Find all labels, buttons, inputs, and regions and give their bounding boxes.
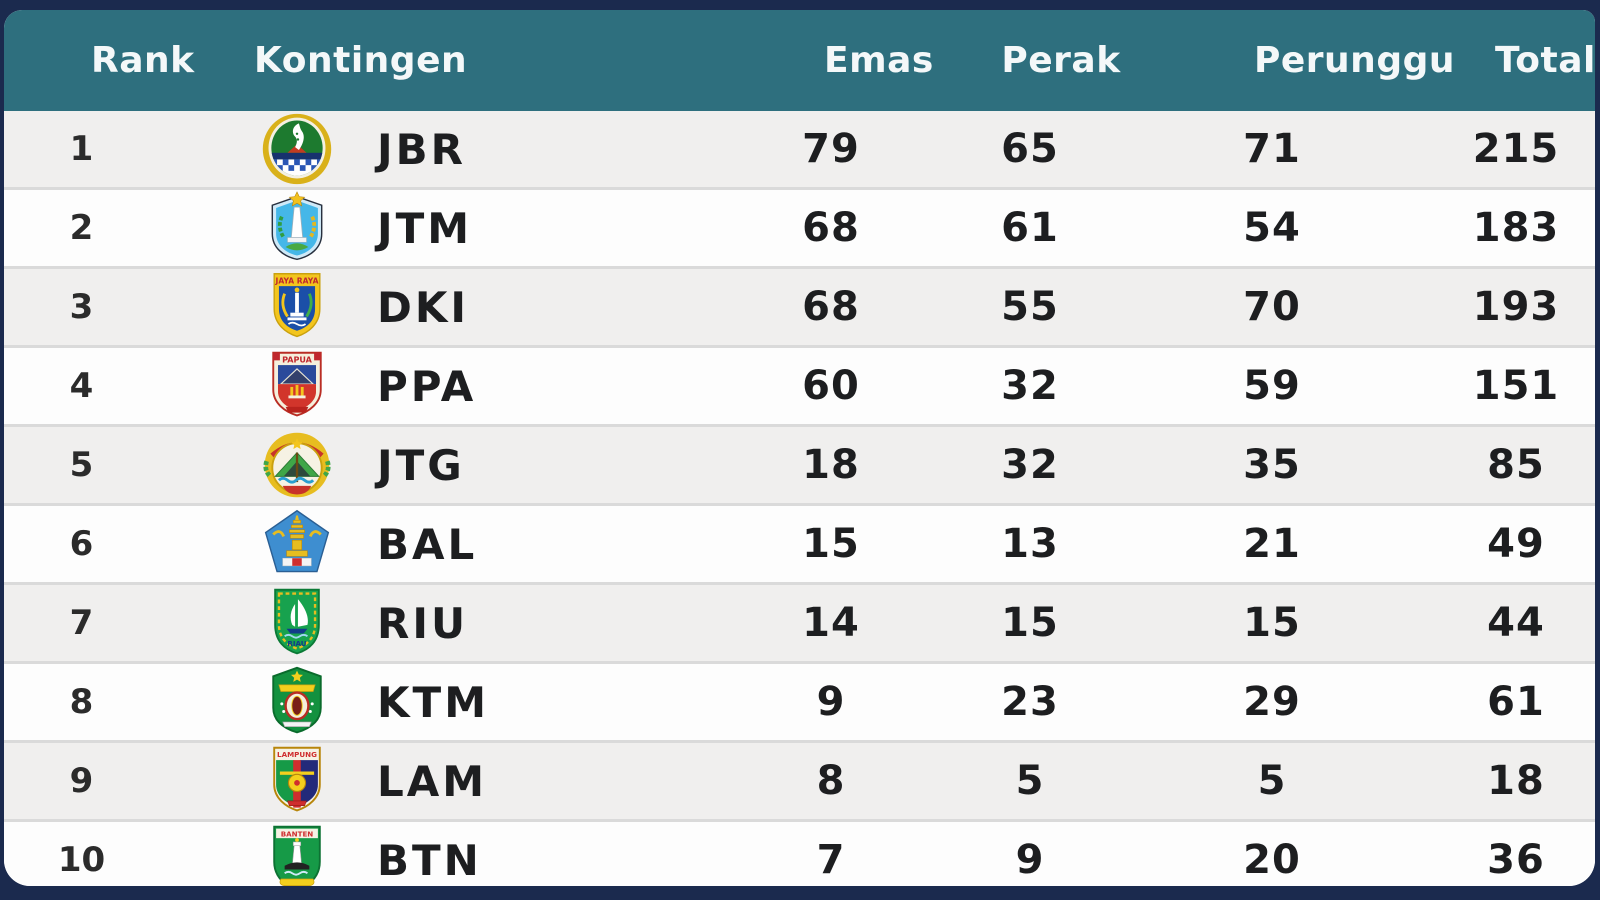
kontingen-code: LAM bbox=[377, 756, 488, 806]
total-value: 61 bbox=[1487, 679, 1545, 725]
total-value: 49 bbox=[1487, 521, 1545, 567]
emas-value: 7 bbox=[816, 837, 846, 883]
rank-value: 2 bbox=[69, 208, 94, 248]
perak-value: 61 bbox=[1001, 205, 1059, 251]
bali-emblem-icon bbox=[259, 506, 335, 582]
emas-value: 68 bbox=[802, 284, 860, 330]
logo-banner-text: PAPUA bbox=[282, 355, 313, 364]
total-value: 183 bbox=[1472, 205, 1560, 251]
logo-banner-text: RIAU bbox=[287, 639, 306, 648]
table-body: 1 bbox=[4, 111, 1595, 886]
perunggu-value: 5 bbox=[1257, 758, 1287, 804]
rank-value: 3 bbox=[69, 287, 94, 327]
perak-value: 32 bbox=[1001, 363, 1059, 409]
kontingen-code: KTM bbox=[377, 677, 489, 727]
column-header-perak: Perak bbox=[1001, 40, 1121, 81]
perak-value: 15 bbox=[1001, 600, 1059, 646]
perunggu-value: 15 bbox=[1243, 600, 1301, 646]
kontingen-code: RIU bbox=[377, 598, 469, 648]
kontingen-code: JTG bbox=[377, 440, 465, 490]
perak-value: 23 bbox=[1001, 679, 1059, 725]
emas-value: 18 bbox=[802, 442, 860, 488]
kontingen-code: PPA bbox=[377, 361, 477, 411]
logo-banner-text: BANTEN bbox=[281, 829, 314, 838]
logo-banner-text: LAMPUNG bbox=[277, 750, 317, 759]
perunggu-value: 29 bbox=[1243, 679, 1301, 725]
logo-banner-text: JAYA RAYA bbox=[275, 276, 319, 285]
perak-value: 13 bbox=[1001, 521, 1059, 567]
riau-emblem-icon: RIAU bbox=[259, 585, 335, 661]
table-row: 4 PAPUA bbox=[4, 345, 1595, 424]
total-value: 36 bbox=[1487, 837, 1545, 883]
rank-value: 5 bbox=[69, 445, 94, 485]
kontingen-code: BAL bbox=[377, 519, 478, 569]
rank-value: 1 bbox=[69, 129, 94, 169]
kontingen-code: JBR bbox=[377, 124, 466, 174]
medal-standings-table: Rank Kontingen Emas Perak Perunggu Total… bbox=[4, 10, 1595, 886]
total-value: 44 bbox=[1487, 600, 1545, 646]
table-row: 1 bbox=[4, 111, 1595, 187]
column-header-kontingen: Kontingen bbox=[254, 40, 468, 81]
perunggu-value: 70 bbox=[1243, 284, 1301, 330]
column-header-rank: Rank bbox=[91, 40, 195, 81]
rank-value: 4 bbox=[69, 366, 94, 406]
perunggu-value: 54 bbox=[1243, 205, 1301, 251]
dki-jakarta-emblem-icon: JAYA RAYA bbox=[259, 269, 335, 345]
table-row: 8 KTM bbox=[4, 661, 1595, 740]
perak-value: 9 bbox=[1015, 837, 1045, 883]
rank-value: 9 bbox=[69, 761, 94, 801]
kontingen-code: BTN bbox=[377, 835, 482, 885]
total-value: 151 bbox=[1472, 363, 1560, 409]
perunggu-value: 20 bbox=[1243, 837, 1301, 883]
total-value: 193 bbox=[1472, 284, 1560, 330]
kontingen-code: JTM bbox=[377, 203, 473, 253]
column-header-emas: Emas bbox=[824, 40, 934, 81]
banten-emblem-icon: BANTEN bbox=[259, 822, 335, 886]
rank-value: 6 bbox=[69, 524, 94, 564]
lampung-emblem-icon: LAMPUNG bbox=[259, 743, 335, 819]
column-header-total: Total bbox=[1495, 40, 1595, 81]
emas-value: 68 bbox=[802, 205, 860, 251]
perak-value: 65 bbox=[1001, 126, 1059, 172]
table-header: Rank Kontingen Emas Perak Perunggu Total bbox=[4, 10, 1595, 111]
jawa-barat-emblem-icon bbox=[259, 111, 335, 187]
kontingen-code: DKI bbox=[377, 282, 470, 332]
perunggu-value: 21 bbox=[1243, 521, 1301, 567]
table-row: 5 bbox=[4, 424, 1595, 503]
emas-value: 60 bbox=[802, 363, 860, 409]
emas-value: 14 bbox=[802, 600, 860, 646]
papua-emblem-icon: PAPUA bbox=[259, 348, 335, 424]
table-row: 3 JAYA RAYA DKI bbox=[4, 266, 1595, 345]
rank-value: 10 bbox=[57, 840, 106, 880]
rank-value: 8 bbox=[69, 682, 94, 722]
total-value: 85 bbox=[1487, 442, 1545, 488]
total-value: 215 bbox=[1472, 126, 1560, 172]
table-row: 9 LAMPUNG LAM 8 bbox=[4, 740, 1595, 819]
table-row: 6 bbox=[4, 503, 1595, 582]
emas-value: 79 bbox=[802, 126, 860, 172]
perak-value: 55 bbox=[1001, 284, 1059, 330]
jawa-tengah-emblem-icon bbox=[259, 427, 335, 503]
perak-value: 32 bbox=[1001, 442, 1059, 488]
perunggu-value: 35 bbox=[1243, 442, 1301, 488]
total-value: 18 bbox=[1487, 758, 1545, 804]
emas-value: 9 bbox=[816, 679, 846, 725]
column-header-perunggu: Perunggu bbox=[1254, 40, 1455, 81]
table-row: 10 BANTEN BTN 7 bbox=[4, 819, 1595, 886]
perunggu-value: 71 bbox=[1243, 126, 1301, 172]
jawa-timur-emblem-icon bbox=[259, 190, 335, 266]
kalimantan-timur-emblem-icon bbox=[259, 664, 335, 740]
rank-value: 7 bbox=[69, 603, 94, 643]
perunggu-value: 59 bbox=[1243, 363, 1301, 409]
perak-value: 5 bbox=[1015, 758, 1045, 804]
table-row: 2 JTM 68 61 54 bbox=[4, 187, 1595, 266]
emas-value: 15 bbox=[802, 521, 860, 567]
emas-value: 8 bbox=[816, 758, 846, 804]
table-row: 7 RIAU RIU 14 15 15 44 bbox=[4, 582, 1595, 661]
